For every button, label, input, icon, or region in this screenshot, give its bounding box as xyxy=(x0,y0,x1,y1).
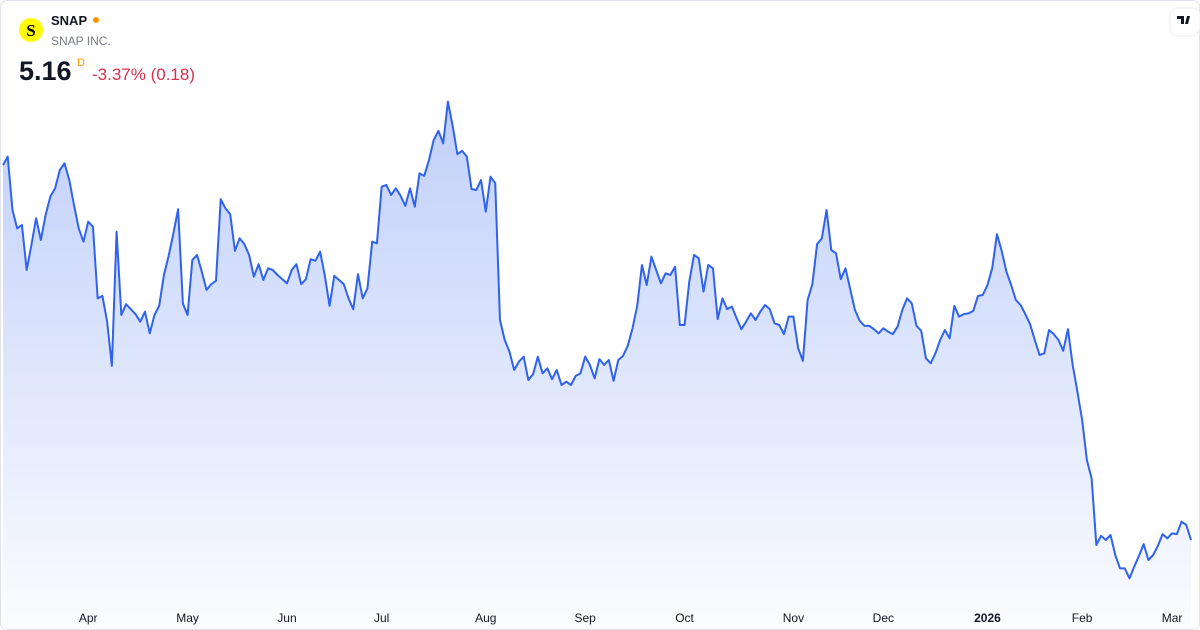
interval: D xyxy=(77,57,85,69)
x-tick-label: Oct xyxy=(675,611,694,625)
x-tick-label: Mar xyxy=(1162,611,1183,625)
company-name: SNAP INC. xyxy=(51,34,111,48)
last-price: 5.16 xyxy=(19,56,72,86)
plot-area xyxy=(2,100,1192,629)
x-tick-label: Jun xyxy=(277,611,296,625)
area-fill xyxy=(3,101,1191,629)
x-tick-label: Sep xyxy=(574,611,596,625)
x-tick-label: May xyxy=(176,611,199,625)
symbol: SNAP xyxy=(51,13,87,28)
x-tick-label: Aug xyxy=(475,611,496,625)
logo-text: S xyxy=(26,21,35,40)
x-tick-label: 2026 xyxy=(974,611,1001,625)
x-axis: Apr May Jun Jul Aug Sep Oct Nov Dec 2026 Feb Mar xyxy=(79,611,1183,625)
logo-circle xyxy=(19,18,43,42)
x-tick-label: Nov xyxy=(783,611,804,625)
status-dot xyxy=(93,17,99,23)
brand-badge[interactable] xyxy=(1169,7,1200,37)
price-line xyxy=(2,100,1192,580)
price-change: -3.37% (0.18) xyxy=(92,65,195,84)
badge-icon xyxy=(1177,16,1190,24)
x-tick-label: Apr xyxy=(79,611,98,625)
badge-bg xyxy=(1169,7,1200,37)
x-tick-label: Jul xyxy=(374,611,389,625)
x-tick-label: Dec xyxy=(873,611,894,625)
x-tick-label: Feb xyxy=(1072,611,1093,625)
